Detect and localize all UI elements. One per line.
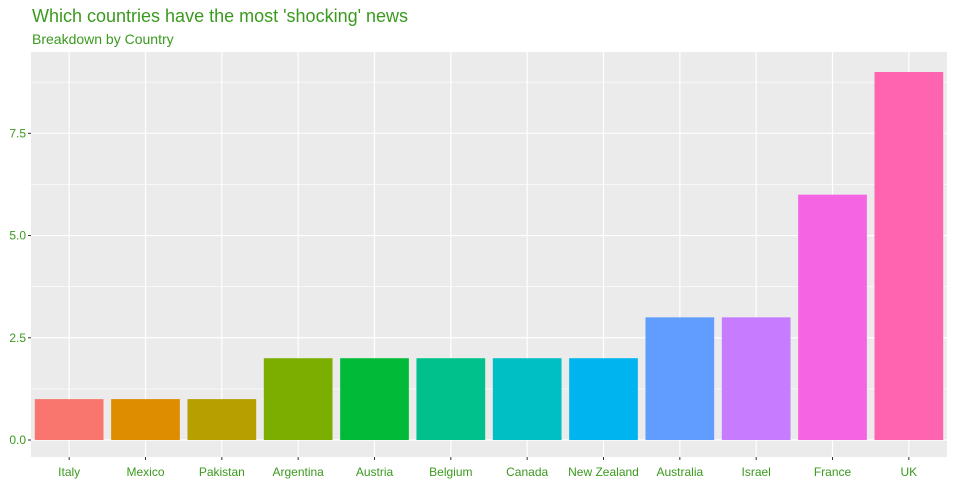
bar-argentina [263,358,333,440]
y-tick-label: 5.0 [9,229,26,243]
bar-uk [874,72,944,440]
y-axis: 0.0 2.5 5.0 7.5 [9,126,31,447]
y-tick-label: 0.0 [9,433,26,447]
bar-new-zealand [569,358,638,440]
bar-belgium [416,358,486,440]
y-tick-label: 2.5 [9,331,26,345]
x-tick-label: Austria [356,465,394,479]
plot-panel [31,52,947,457]
bar-australia [645,317,715,440]
x-tick-label: UK [900,465,917,479]
x-tick-label: Argentina [272,465,324,479]
bar-israel [721,317,791,440]
bars [34,72,944,440]
x-tick-label: New Zealand [568,465,639,479]
bar-italy [34,399,104,440]
x-tick-label: Mexico [126,465,164,479]
x-tick-label: Belgium [429,465,472,479]
chart-title: Which countries have the most 'shocking'… [32,6,409,26]
bar-austria [340,358,409,440]
x-tick-label: France [814,465,852,479]
x-tick-label: Pakistan [199,465,245,479]
x-tick-label: Israel [741,465,770,479]
x-tick-label: Italy [58,465,80,479]
minor-gridlines [31,81,947,390]
bar-canada [492,358,562,440]
major-gridlines [31,52,947,457]
y-tick-label: 7.5 [9,126,26,140]
x-tick-label: Australia [656,465,703,479]
x-tick-label: Canada [506,465,548,479]
bar-pakistan [187,399,257,440]
x-axis: Italy Mexico Pakistan Argentina Austria Belgi… [58,457,917,479]
bar-mexico [111,399,180,440]
bar-france [798,194,867,440]
chart-subtitle: Breakdown by Country [32,31,174,47]
